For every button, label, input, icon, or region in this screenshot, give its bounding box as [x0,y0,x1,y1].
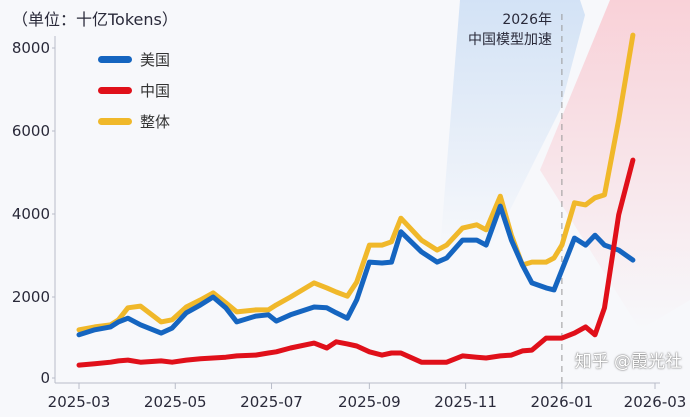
watermark: 知乎 @霞光社 [574,352,682,372]
x-tick-label: 2025-09 [338,393,401,411]
x-tick-label: 2025-03 [48,393,111,411]
china-highlight-band [540,0,690,330]
legend-swatch [98,118,132,125]
annotation: 2026年 中国模型加速 [468,10,552,50]
x-tick-label: 2026-03 [624,393,687,411]
legend-label: 美国 [140,51,171,69]
y-tick-label: 6000 [12,122,50,140]
legend-label: 整体 [140,113,171,131]
annotation-line-2: 中国模型加速 [468,32,552,48]
series-line-1 [76,157,636,368]
legend-swatch [98,56,132,63]
legend-swatch [98,87,132,94]
annotation-line-1: 2026年 [502,12,552,28]
x-tick-label: 2025-11 [434,393,497,411]
unit-label: （单位：十亿Tokens） [12,10,178,29]
series-line-0 [76,203,636,338]
series-line-2 [76,32,636,333]
x-tick-label: 2026-01 [531,393,594,411]
y-tick-label: 0 [40,369,50,387]
legend-item-us: 美国 [98,44,170,75]
legend: 美国 中国 整体 [98,44,170,137]
us-highlight-band [440,0,585,250]
x-tick-label: 2025-07 [240,393,303,411]
x-tick-label: 2025-05 [144,393,207,411]
y-tick-label: 8000 [12,39,50,57]
y-tick-label: 2000 [12,288,50,306]
legend-item-overall: 整体 [98,106,170,137]
legend-label: 中国 [140,82,171,100]
legend-item-china: 中国 [98,75,170,106]
y-tick-label: 4000 [12,205,50,223]
